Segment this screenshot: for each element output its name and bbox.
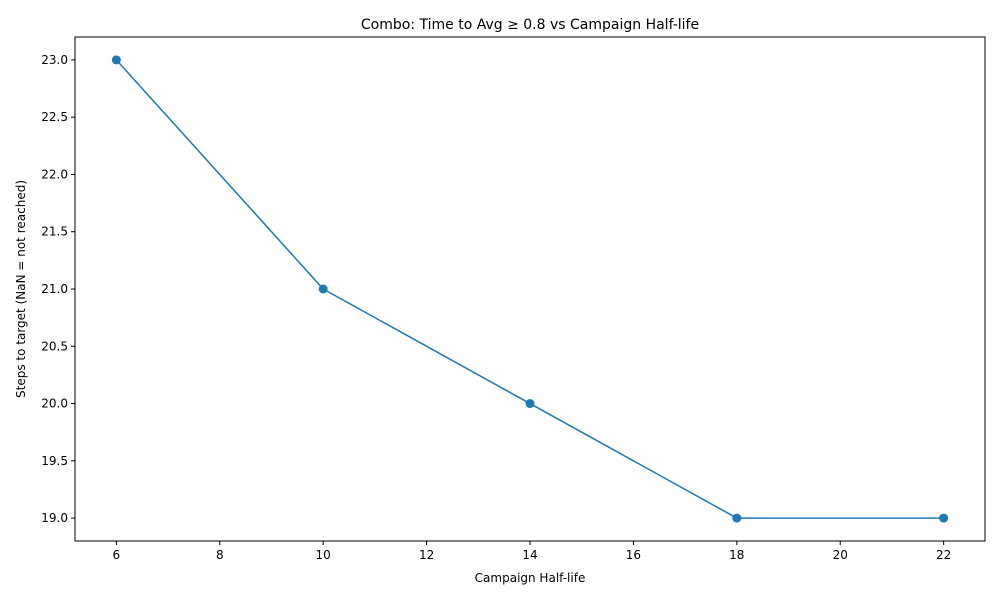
y-tick-label: 21.5: [41, 225, 68, 239]
y-tick-label: 22.5: [41, 110, 68, 124]
series-layer: [111, 55, 949, 523]
y-tick-label: 20.0: [41, 397, 68, 411]
data-point: [732, 513, 742, 523]
y-tick-label: 20.5: [41, 339, 68, 353]
x-tick-label: 16: [626, 548, 641, 562]
y-tick-label: 23.0: [41, 53, 68, 67]
x-axis-label: Campaign Half-life: [475, 571, 586, 585]
data-point: [111, 55, 121, 65]
x-tick-label: 6: [113, 548, 121, 562]
x-tick-label: 8: [216, 548, 224, 562]
chart-title: Combo: Time to Avg ≥ 0.8 vs Campaign Hal…: [361, 17, 699, 33]
y-tick-label: 19.0: [41, 511, 68, 525]
x-tick-label: 22: [936, 548, 951, 562]
x-axis-ticks: 6 8 10 12 14 16 18 20 22: [113, 541, 951, 562]
x-tick-label: 10: [316, 548, 331, 562]
y-tick-label: 19.5: [41, 454, 68, 468]
x-tick-label: 18: [729, 548, 744, 562]
data-point: [939, 513, 949, 523]
y-axis-ticks: 19.0 19.5 20.0 20.5 21.0 21.5 22.0 22.5 23.0: [41, 53, 75, 525]
y-tick-label: 22.0: [41, 167, 68, 181]
x-tick-label: 20: [833, 548, 848, 562]
y-tick-label: 21.0: [41, 282, 68, 296]
x-tick-label: 14: [522, 548, 537, 562]
data-point: [318, 284, 328, 294]
y-axis-label: Steps to target (NaN = not reached): [14, 180, 28, 398]
x-tick-label: 12: [419, 548, 434, 562]
data-point: [525, 399, 535, 409]
